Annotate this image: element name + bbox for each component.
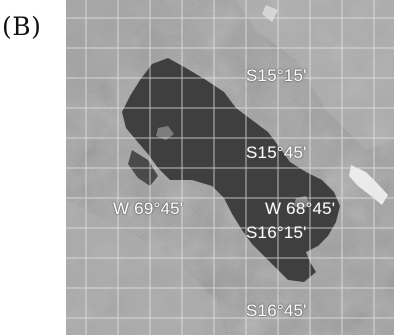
map-grid [66,0,394,335]
island [156,126,174,140]
latitude-label: S15°15' [246,66,307,85]
highland-patch [66,200,226,335]
latitude-label: S16°15' [246,223,307,242]
island [294,196,310,210]
snow-patch [349,165,388,205]
panel-label: (B) [2,12,42,41]
latitude-label: S15°45' [246,143,307,162]
highland-patch [236,0,394,150]
lake-titicaca [122,58,340,282]
latitude-label: S16°45' [246,301,307,320]
longitude-label: W 68°45' [265,199,336,218]
map-graphic [66,0,394,335]
satellite-map: S15°15' S15°45' W 69°45' W 68°45' S16°15… [66,0,394,335]
longitude-label: W 69°45' [113,199,184,218]
